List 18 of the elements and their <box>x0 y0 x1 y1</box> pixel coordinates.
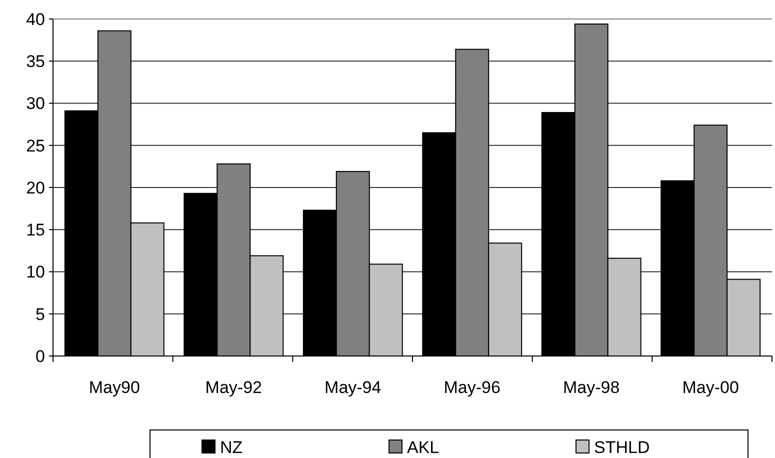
x-tick-label: May-92 <box>205 378 262 397</box>
y-tick-label: 25 <box>26 136 45 156</box>
x-tick-label: May-96 <box>444 378 500 397</box>
legend-label: NZ <box>220 438 243 457</box>
y-tick-label: 40 <box>26 10 45 29</box>
y-tick-label: 0 <box>36 346 45 366</box>
y-tick-label: 15 <box>26 220 45 240</box>
y-tick-label: 30 <box>26 94 45 114</box>
x-tick-label: May-98 <box>563 378 620 397</box>
x-tick-label: May-00 <box>682 378 739 397</box>
y-tick-label: 5 <box>36 304 45 324</box>
y-tick-label: 20 <box>26 178 45 198</box>
y-tick-label: 10 <box>26 262 45 282</box>
x-tick-label: May90 <box>88 378 140 397</box>
x-tick-label: May-94 <box>324 378 382 397</box>
legend-label: AKL <box>407 438 440 457</box>
legend-label: STHLD <box>594 438 650 457</box>
y-tick-label: 35 <box>26 52 45 72</box>
